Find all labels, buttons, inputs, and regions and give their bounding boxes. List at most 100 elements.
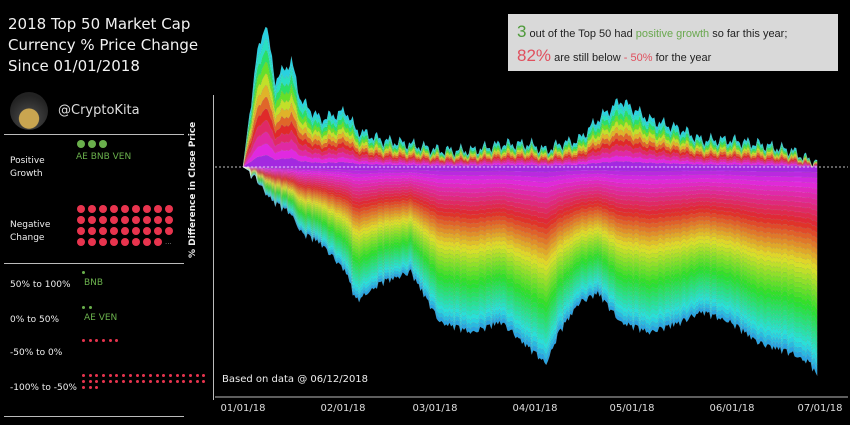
positive-dots (77, 140, 137, 148)
bucket-dot (168, 374, 172, 377)
stream-band (242, 166, 818, 316)
bucket-dot (202, 374, 206, 377)
bucket-dot (128, 374, 132, 377)
bucket-dot (142, 374, 146, 377)
negative-dot (143, 205, 151, 213)
negative-dot (132, 238, 140, 246)
stream-band (242, 166, 818, 228)
negative-dot (154, 216, 162, 224)
stream-band (242, 143, 818, 168)
stream-band (242, 166, 818, 355)
stream-band (242, 166, 818, 305)
negative-dot (77, 205, 85, 213)
negative-dot (121, 238, 129, 246)
bucket-dot (155, 374, 159, 377)
negative-dot (99, 216, 107, 224)
divider (4, 134, 184, 135)
bucket-dot (102, 339, 106, 342)
x-tick-label: 05/01/18 (609, 403, 655, 414)
bucket-dot (162, 374, 166, 377)
negative-dot (121, 216, 129, 224)
stream-band (242, 166, 818, 338)
bucket-dots (82, 306, 207, 309)
negative-dot (99, 227, 107, 235)
bucket-dot (162, 380, 166, 383)
bucket-dot (95, 386, 99, 389)
negative-dot (77, 238, 85, 246)
stream-band (242, 166, 818, 184)
stream-band (242, 166, 818, 376)
bucket-dot (82, 271, 85, 274)
stream-band (242, 166, 818, 267)
bucket-label: 0% to 50% (10, 315, 60, 325)
negative-dot (121, 227, 129, 235)
stream-band (242, 166, 818, 239)
bucket-dot (175, 374, 179, 377)
y-axis-line (213, 95, 214, 400)
positive-dot (77, 140, 85, 148)
x-tick-label: 02/01/18 (320, 403, 366, 414)
x-tick-label: 03/01/18 (412, 403, 458, 414)
bucket-dot (115, 339, 119, 342)
stream-band (242, 26, 818, 169)
bucket-dot (88, 306, 92, 309)
bucket-dot (168, 380, 172, 383)
bucket-dot (182, 374, 186, 377)
bucket-dot (182, 380, 186, 383)
stream-band (242, 166, 818, 311)
author-handle[interactable]: @CryptoKita (58, 103, 140, 118)
stream-band (242, 166, 818, 234)
negative-dot (165, 216, 173, 224)
bucket-dot (108, 380, 112, 383)
title-line: Currency % Price Change (8, 36, 199, 54)
bucket-dots (82, 271, 207, 274)
stream-band (242, 166, 818, 333)
positive-growth-label: Positive Growth (10, 156, 45, 179)
bucket-dot (88, 386, 92, 389)
negative-dot (132, 216, 140, 224)
bucket-dot (189, 380, 192, 383)
stream-band (242, 108, 818, 168)
positive-count: 3 (517, 22, 527, 41)
bucket-dot (88, 374, 92, 377)
bucket-dot (148, 380, 152, 383)
negative-dot (132, 227, 140, 235)
negative-dot (110, 216, 118, 224)
negative-dot (88, 227, 96, 235)
negative-dot (110, 205, 118, 213)
negative-dot (143, 216, 151, 224)
negative-change-label: Negative Change (10, 220, 51, 243)
negative-dot (77, 216, 85, 224)
positive-dot (99, 140, 107, 148)
stream-band (242, 131, 818, 168)
bucket-names: AE VEN (84, 313, 118, 323)
negative-dot (88, 238, 96, 246)
x-tick-label: 06/01/18 (709, 403, 755, 414)
stream-band (242, 166, 818, 283)
bucket-dot (82, 306, 85, 309)
bucket-dot (128, 380, 132, 383)
stream-band (242, 166, 818, 349)
stream-band (242, 166, 818, 360)
stream-band (242, 50, 818, 169)
bucket-dot (195, 380, 199, 383)
bucket-dot (135, 380, 139, 383)
bucket-dot (142, 380, 146, 383)
negative-dot (110, 238, 118, 246)
stream-band (242, 166, 818, 261)
stream-band (242, 166, 818, 190)
bucket-dot (202, 380, 206, 383)
bucket-dot (148, 374, 152, 377)
bucket-dots (82, 339, 207, 342)
stream-band (242, 166, 818, 272)
negative-dot (110, 227, 118, 235)
stream-band (242, 166, 818, 365)
bucket-dot (108, 339, 112, 342)
bucket-dot (82, 374, 85, 377)
bucket-dot (108, 374, 112, 377)
bucket-dot (88, 380, 92, 383)
bucket-dot (95, 339, 99, 342)
bucket-dot (95, 380, 99, 383)
summary-callout: 3 out of the Top 50 had positive growth … (508, 14, 838, 71)
stream-band (242, 166, 818, 344)
